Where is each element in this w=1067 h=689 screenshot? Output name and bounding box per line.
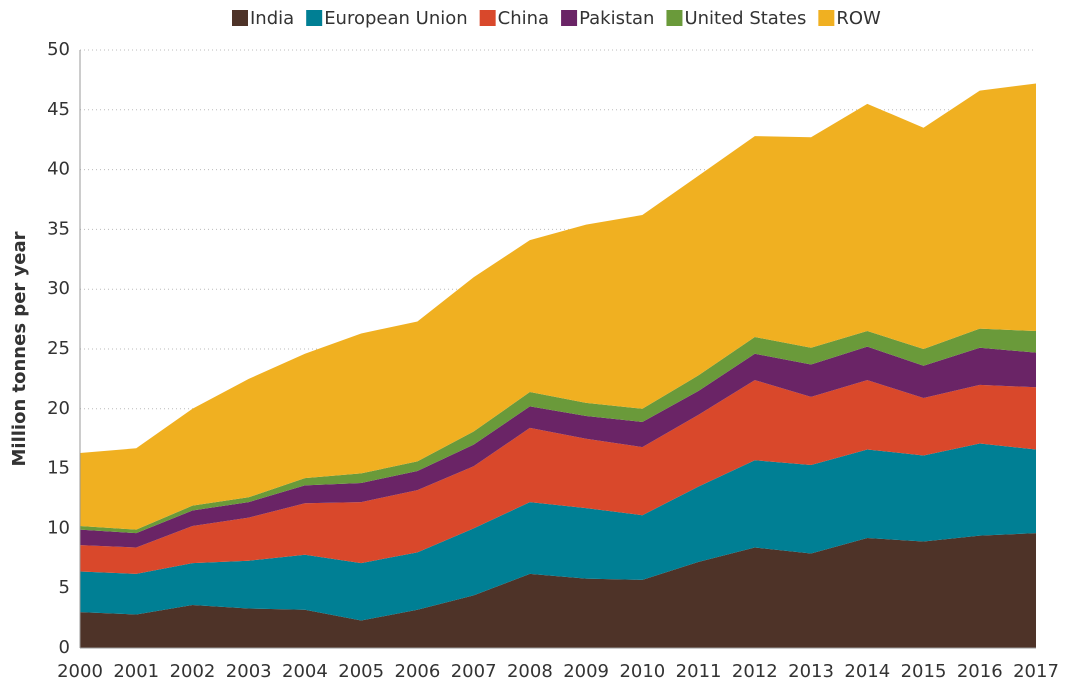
x-tick-label: 2005 (338, 661, 384, 682)
legend-swatch (561, 10, 578, 26)
legend-label: European Union (324, 8, 467, 29)
y-tick-label: 25 (47, 338, 70, 359)
area (80, 443, 1036, 621)
x-tick-label: 2014 (844, 661, 890, 682)
legend-swatch (479, 10, 496, 26)
legend-label: ROW (836, 8, 881, 29)
legend-swatch (818, 10, 835, 26)
y-tick-label: 0 (59, 637, 70, 658)
y-tick-label: 45 (47, 99, 70, 120)
x-tick-label: 2000 (57, 661, 103, 682)
x-tick-label: 2001 (113, 661, 159, 682)
area (80, 328, 1036, 534)
y-tick-label: 35 (47, 218, 70, 239)
legend-label: United States (684, 8, 806, 29)
x-tick-label: 2013 (788, 661, 834, 682)
area (80, 380, 1036, 574)
x-tick-label: 2004 (282, 661, 328, 682)
x-tick-label: 2016 (957, 661, 1003, 682)
area (80, 83, 1036, 530)
x-tick-label: 2003 (226, 661, 272, 682)
x-tick-label: 2007 (451, 661, 497, 682)
y-tick-label: 50 (47, 39, 70, 60)
y-tick-label: 5 (59, 577, 70, 598)
y-tick-label: 40 (47, 159, 70, 180)
legend-swatch (666, 10, 683, 26)
x-tick-label: 2011 (676, 661, 722, 682)
x-tick-label: 2009 (563, 661, 609, 682)
y-tick-label: 15 (47, 458, 70, 479)
y-tick-label: 20 (47, 398, 70, 419)
x-tick-label: 2017 (1013, 661, 1059, 682)
legend-label: India (250, 8, 294, 29)
x-tick-label: 2015 (901, 661, 947, 682)
x-tick-label: 2012 (732, 661, 778, 682)
y-axis-label: Million tonnes per year (9, 231, 30, 466)
x-tick-label: 2006 (395, 661, 441, 682)
legend-label: China (498, 8, 549, 29)
legend-swatch (232, 10, 248, 26)
x-tick-label: 2008 (507, 661, 553, 682)
x-tick-label: 2002 (170, 661, 216, 682)
area (80, 533, 1036, 648)
legend-label: Pakistan (579, 8, 654, 29)
area (80, 346, 1036, 548)
y-tick-label: 30 (47, 278, 70, 299)
y-tick-label: 10 (47, 517, 70, 538)
legend-swatch (306, 10, 323, 26)
x-tick-label: 2010 (619, 661, 665, 682)
